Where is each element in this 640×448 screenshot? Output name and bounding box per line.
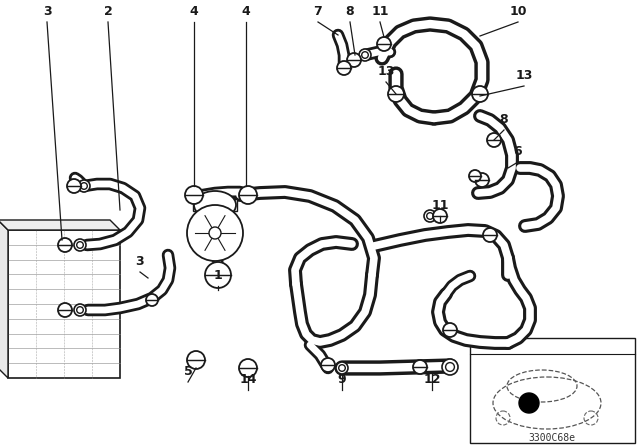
Text: 10: 10 [509, 5, 527, 18]
Text: 3300C68e: 3300C68e [529, 433, 575, 443]
Circle shape [78, 180, 90, 192]
Circle shape [187, 205, 243, 261]
Circle shape [337, 61, 351, 75]
Circle shape [413, 360, 427, 374]
Circle shape [443, 323, 457, 337]
Circle shape [67, 179, 81, 193]
Circle shape [239, 359, 257, 377]
Circle shape [433, 209, 447, 223]
Circle shape [445, 362, 454, 371]
Circle shape [347, 53, 361, 67]
Circle shape [58, 303, 72, 317]
Circle shape [146, 294, 158, 306]
Circle shape [359, 49, 371, 61]
Circle shape [483, 228, 497, 242]
Text: 7: 7 [314, 5, 323, 18]
Circle shape [469, 170, 481, 182]
Circle shape [388, 86, 404, 102]
Circle shape [185, 186, 203, 204]
Polygon shape [0, 220, 120, 230]
Circle shape [205, 262, 231, 288]
Circle shape [519, 393, 539, 413]
Bar [8, 230, 120, 378]
Circle shape [77, 307, 83, 313]
Text: 8: 8 [346, 5, 355, 18]
Text: 14: 14 [239, 373, 257, 386]
Circle shape [74, 239, 86, 251]
Text: 13: 13 [515, 69, 532, 82]
Text: 8: 8 [500, 113, 508, 126]
Circle shape [339, 365, 346, 371]
Circle shape [427, 213, 433, 220]
Text: 9: 9 [338, 373, 346, 386]
Polygon shape [0, 220, 8, 378]
Circle shape [81, 183, 87, 190]
Circle shape [487, 133, 501, 147]
Text: 5: 5 [184, 365, 193, 378]
Circle shape [77, 242, 83, 248]
Text: 11: 11 [431, 199, 449, 212]
Circle shape [321, 358, 335, 372]
Text: 1: 1 [214, 269, 222, 282]
Circle shape [74, 304, 86, 316]
Circle shape [377, 37, 391, 51]
Circle shape [187, 351, 205, 369]
Circle shape [362, 52, 368, 58]
Bar [193, 199, 237, 211]
Circle shape [336, 362, 348, 374]
Text: 3: 3 [43, 5, 51, 18]
Text: 13: 13 [378, 65, 395, 78]
Ellipse shape [194, 191, 236, 219]
Text: 4: 4 [242, 5, 250, 18]
Text: 11: 11 [371, 5, 388, 18]
Text: 6: 6 [514, 145, 522, 158]
Text: 4: 4 [189, 5, 198, 18]
Circle shape [472, 86, 488, 102]
Circle shape [442, 359, 458, 375]
Bar [470, 338, 635, 443]
Circle shape [424, 210, 436, 222]
Circle shape [239, 186, 257, 204]
Circle shape [209, 227, 221, 239]
Text: 2: 2 [104, 5, 113, 18]
Text: 3: 3 [136, 255, 144, 268]
Circle shape [58, 238, 72, 252]
Text: 12: 12 [423, 373, 441, 386]
Circle shape [475, 173, 489, 187]
